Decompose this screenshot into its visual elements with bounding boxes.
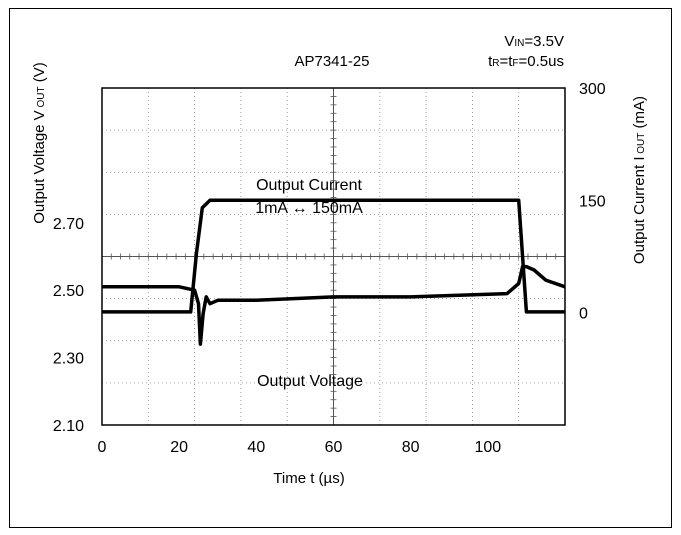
left-tick-label: 2.70 xyxy=(53,216,84,233)
figure-frame xyxy=(9,8,672,528)
tick-labels: 0 20 40 60 80 100 2.70 2.50 2.30 2.10 300 150 0 xyxy=(53,81,606,456)
current-annotation-range: 1mA ↔ 150mA xyxy=(255,200,363,217)
left-tick-label: 2.30 xyxy=(53,351,84,368)
left-tick-label: 2.10 xyxy=(53,418,84,435)
output-current-trace xyxy=(102,198,565,314)
current-annotation-title: Output Current xyxy=(256,177,362,194)
left-tick-label: 2.50 xyxy=(53,283,84,300)
output-voltage-trace xyxy=(102,264,566,346)
x-tick-label: 100 xyxy=(474,439,501,456)
vin-condition: VIN=3.5V xyxy=(504,33,564,50)
left-axis-label: Output Voltage V OUT (V) xyxy=(31,62,48,223)
right-tick-label: 0 xyxy=(579,306,588,323)
right-tick-label: 150 xyxy=(579,193,606,210)
chart-title: AP7341-25 xyxy=(294,53,369,70)
x-tick-label: 0 xyxy=(98,439,107,456)
x-tick-label: 60 xyxy=(325,439,343,456)
series-layer xyxy=(102,198,566,346)
plot-border xyxy=(101,87,566,426)
rise-fall-condition: tR=tF=0.5us xyxy=(488,53,564,70)
right-tick-label: 300 xyxy=(579,81,606,98)
x-axis-label: Time t (µs) xyxy=(273,470,344,487)
x-tick-label: 80 xyxy=(402,439,420,456)
voltage-annotation: Output Voltage xyxy=(257,373,363,390)
x-tick-label: 20 xyxy=(170,439,188,456)
x-tick-label: 40 xyxy=(247,439,265,456)
right-axis-label: Output Current I OUT (mA) xyxy=(631,96,648,264)
